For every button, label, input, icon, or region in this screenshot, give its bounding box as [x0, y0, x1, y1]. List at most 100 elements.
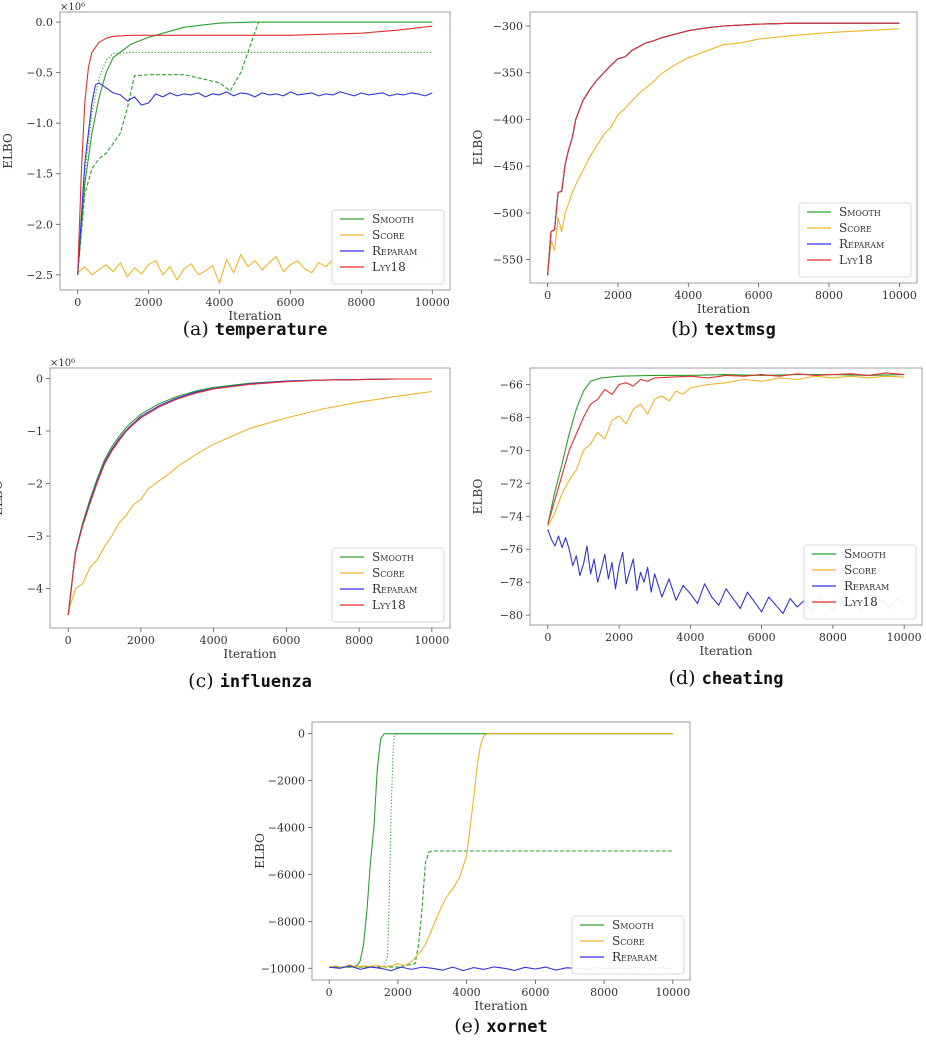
- legend-label-reparam: Reparam: [839, 237, 884, 251]
- legend: Smooth Score Reparam Lyy18: [331, 547, 445, 623]
- series-line-score-solid: [67, 391, 432, 613]
- series-line-smooth-dotted: [77, 51, 433, 275]
- y-axis-label: ELBO: [471, 130, 485, 166]
- x-tick-label: 2000: [605, 631, 633, 644]
- x-axis-label: Iteration: [223, 647, 276, 661]
- x-tick-label: 6000: [272, 634, 300, 647]
- legend: Smooth Score Reparam: [571, 915, 685, 975]
- x-tick-label: 10000: [415, 296, 450, 309]
- x-tick-label: 4000: [200, 634, 228, 647]
- series-group: [77, 21, 433, 284]
- chart-panel-d: 0 2000 4000 6000 8000 10000 −66 −68 −70 −72 −74 −76…: [462, 345, 926, 700]
- x-tick-label: 8000: [590, 986, 618, 999]
- y-tick-label: −1: [27, 425, 43, 438]
- y-tick-label: −72: [500, 477, 523, 490]
- y-tick-label: −4000: [268, 822, 305, 835]
- x-tick-label: 2000: [384, 986, 412, 999]
- x-tick-label: 2000: [604, 289, 632, 302]
- caption-e-name: xornet: [486, 1017, 548, 1037]
- plot-frame: [49, 367, 451, 629]
- x-tick-label: 0: [74, 296, 81, 309]
- x-tick-label: 8000: [347, 296, 375, 309]
- legend-label-score: Score: [372, 228, 405, 242]
- x-tick-label: 0: [326, 986, 333, 999]
- chart-e-svg: 0 2000 4000 6000 8000 10000 0 −2000 −4000 −6000 −8…: [253, 721, 691, 1013]
- series-line-score-solid: [329, 733, 673, 969]
- legend-label-lyy18: Lyy18: [839, 253, 873, 267]
- series-line-smooth-solid: [547, 374, 905, 525]
- legend: Smooth Score Reparam Lyy18: [803, 544, 917, 620]
- legend-label-lyy18: Lyy18: [372, 260, 406, 274]
- series-line-lyy18-solid: [547, 372, 905, 525]
- y-tick-label: −1.0: [26, 117, 53, 130]
- series-line-smooth-dashed: [77, 21, 433, 275]
- caption-b-prefix: (b): [671, 318, 699, 340]
- legend-label-lyy18: Lyy18: [372, 598, 406, 612]
- y-axis-label: ELBO: [1, 133, 15, 169]
- x-tick-label: 2000: [135, 296, 163, 309]
- y-tick-label: −66: [500, 378, 523, 391]
- y-tick-label: −74: [500, 510, 523, 523]
- caption-d-prefix: (d): [668, 667, 696, 689]
- series-line-lyy18-solid: [547, 22, 900, 276]
- x-tick-label: 2000: [127, 634, 155, 647]
- caption-c-prefix: (c): [188, 670, 214, 692]
- series-line-lyy18-solid: [77, 25, 433, 275]
- plot-frame: [529, 11, 918, 284]
- chart-panel-b: 0 2000 4000 6000 8000 10000 −300 −350 −400 −450 −5…: [462, 0, 926, 345]
- caption-e-prefix: (e): [454, 1015, 481, 1037]
- series-line-score-solid: [547, 375, 905, 527]
- caption-a-prefix: (a): [182, 318, 209, 340]
- caption-d-name: cheating: [701, 669, 784, 689]
- legend: Smooth Score Reparam Lyy18: [798, 202, 912, 278]
- y-axis-label: ELBO: [471, 479, 485, 515]
- series-line-smooth-solid: [77, 21, 433, 275]
- x-axis-label: Iteration: [228, 309, 281, 323]
- chart-panel-a: 0 2000 4000 6000 8000 10000 0.0 −0.5 −1.0 −1.5 −2.…: [0, 0, 462, 345]
- caption-b-name: textmsg: [704, 320, 776, 340]
- y-tick-label: −10000: [261, 962, 305, 975]
- y-tick-label: −80: [500, 609, 523, 622]
- legend-label-smooth: Smooth: [839, 205, 881, 219]
- y-scale-label: ×10⁶: [60, 2, 85, 13]
- legend-label-reparam: Reparam: [372, 582, 417, 596]
- y-tick-label: −3: [27, 530, 43, 543]
- legend-label-smooth: Smooth: [612, 918, 654, 932]
- x-tick-label: 8000: [815, 289, 843, 302]
- y-tick-label: −78: [500, 576, 523, 589]
- x-tick-label: 8000: [819, 631, 847, 644]
- x-tick-label: 4000: [676, 631, 704, 644]
- y-axis-label: ELBO: [0, 480, 5, 516]
- caption-e: (e) xornet: [312, 1015, 690, 1037]
- y-tick-label: −76: [500, 543, 523, 556]
- legend-label-score: Score: [372, 566, 405, 580]
- caption-d: (d) cheating: [530, 667, 922, 689]
- x-tick-label: 10000: [655, 986, 690, 999]
- caption-a-name: temperature: [214, 320, 328, 340]
- plot-frame: [529, 367, 923, 626]
- series-group: [67, 378, 432, 615]
- y-tick-label: −550: [493, 254, 523, 267]
- y-tick-label: −2: [27, 478, 43, 491]
- legend-label-reparam: Reparam: [844, 579, 889, 593]
- legend-label-score: Score: [839, 221, 872, 235]
- chart-panel-e: 0 2000 4000 6000 8000 10000 0 −2000 −4000 −6000 −8…: [250, 710, 691, 1051]
- x-tick-label: 10000: [882, 289, 917, 302]
- legend-box: [331, 209, 445, 285]
- x-tick-label: 6000: [521, 986, 549, 999]
- y-tick-label: −2000: [268, 775, 305, 788]
- y-tick-label: 0: [36, 373, 43, 386]
- legend-box: [571, 915, 685, 975]
- legend-box: [798, 202, 912, 278]
- chart-d-svg: 0 2000 4000 6000 8000 10000 −66 −68 −70 −72 −74 −76…: [471, 367, 923, 658]
- y-tick-label: −6000: [268, 868, 305, 881]
- caption-c-name: influenza: [219, 672, 312, 692]
- y-axis-label: ELBO: [253, 833, 267, 869]
- x-tick-label: 0: [544, 289, 551, 302]
- x-tick-label: 4000: [206, 296, 234, 309]
- legend-box: [803, 544, 917, 620]
- x-tick-label: 0: [65, 634, 72, 647]
- y-tick-label: −1.5: [26, 168, 53, 181]
- y-tick-label: −4: [27, 583, 43, 596]
- y-tick-label: −350: [493, 67, 523, 80]
